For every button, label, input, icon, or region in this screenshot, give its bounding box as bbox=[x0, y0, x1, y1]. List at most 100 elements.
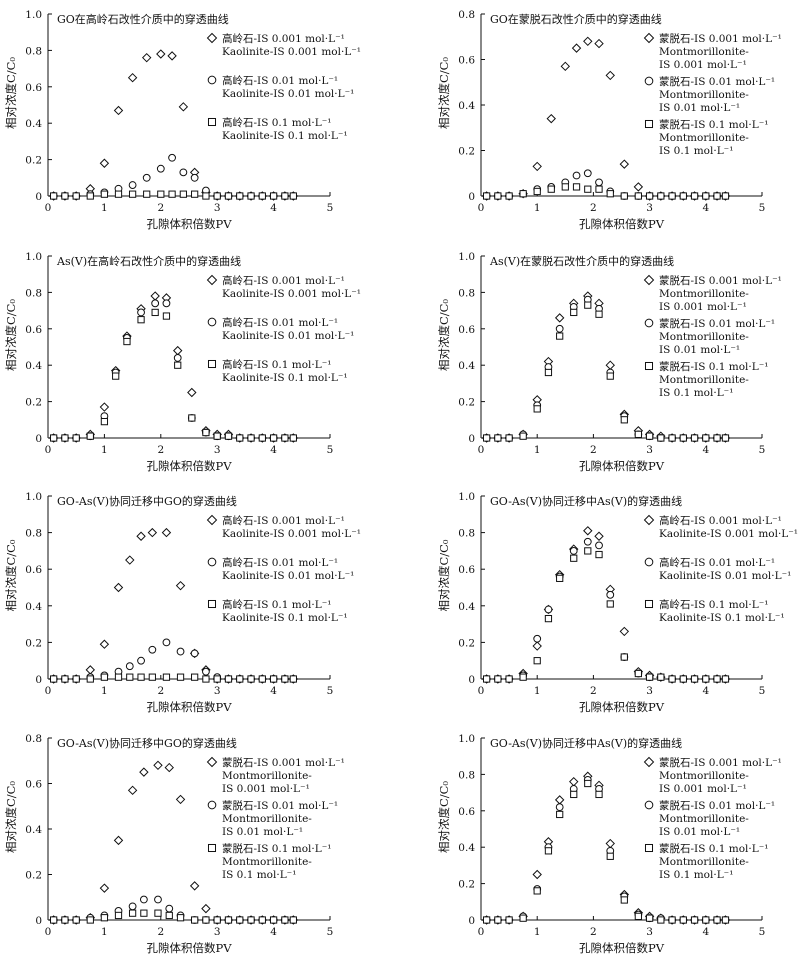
legend-entry-text: 高岭石-IS 0.01 mol·L⁻¹ bbox=[659, 556, 775, 569]
data-point bbox=[289, 675, 297, 683]
data-point bbox=[86, 916, 94, 924]
data-point bbox=[128, 181, 137, 189]
data-point bbox=[176, 673, 185, 681]
data-point bbox=[139, 895, 148, 904]
data-point bbox=[721, 916, 730, 924]
legend-marker-square bbox=[644, 119, 654, 129]
data-point bbox=[554, 313, 565, 323]
y-tick-label: 0.8 bbox=[25, 733, 42, 745]
data-point bbox=[519, 190, 527, 198]
data-point bbox=[668, 675, 676, 683]
y-tick-label: 0 bbox=[35, 433, 42, 445]
legend-entry-text: 高岭石-IS 0.01 mol·L⁻¹ bbox=[222, 74, 338, 87]
y-tick-label: 0.2 bbox=[25, 870, 42, 882]
legend-marker-circle bbox=[644, 800, 654, 810]
y-tick-label: 0.4 bbox=[25, 601, 42, 613]
data-point bbox=[72, 916, 80, 924]
series-square bbox=[483, 183, 730, 200]
legend-marker-circle bbox=[207, 75, 217, 85]
data-point bbox=[690, 192, 699, 200]
data-point bbox=[713, 675, 721, 683]
legend-marker-diamond bbox=[206, 756, 218, 768]
y-tick-label: 0.6 bbox=[458, 564, 475, 576]
data-point bbox=[157, 190, 165, 198]
data-point bbox=[494, 192, 502, 200]
x-tick-label: 2 bbox=[590, 444, 597, 456]
data-point bbox=[533, 887, 541, 895]
legend-entry-text: IS 0.1 mol·L⁻¹ bbox=[222, 869, 296, 881]
x-tick-label: 2 bbox=[157, 685, 164, 697]
x-tick-label: 4 bbox=[270, 444, 277, 456]
data-point bbox=[148, 645, 157, 654]
data-point bbox=[213, 675, 221, 683]
data-point bbox=[236, 192, 244, 200]
data-point bbox=[147, 527, 158, 538]
data-point bbox=[544, 847, 553, 855]
data-point bbox=[113, 105, 124, 116]
data-point bbox=[483, 434, 491, 442]
data-point bbox=[141, 52, 152, 63]
data-point bbox=[165, 911, 173, 920]
y-axis-label: 相对浓度C/C₀ bbox=[437, 781, 451, 853]
chart-panel-7: 0 1 2 3 4 5 0 0.2 0.4 0.6 0.8 GO-As(Ⅴ)协同迁移中GO的穿透曲线孔… bbox=[4, 733, 345, 955]
data-point bbox=[50, 916, 58, 924]
legend-entry-text: Kaolinite-IS 0.1 mol·L⁻¹ bbox=[222, 372, 348, 384]
data-point bbox=[606, 372, 614, 380]
legend-entry-text: 高岭石-IS 0.001 mol·L⁻¹ bbox=[659, 514, 782, 527]
data-point bbox=[533, 187, 541, 196]
legend-entry-text: Kaolinite-IS 0.01 mol·L⁻¹ bbox=[222, 88, 354, 100]
y-axis-label: 相对浓度C/C₀ bbox=[437, 57, 451, 129]
data-point bbox=[721, 434, 730, 442]
legend-entry-text: 高岭石-IS 0.01 mol·L⁻¹ bbox=[222, 556, 338, 569]
x-tick-label: 0 bbox=[45, 926, 52, 938]
y-axis-label: 相对浓度C/C₀ bbox=[4, 57, 18, 129]
data-point bbox=[128, 902, 137, 911]
data-point bbox=[619, 159, 630, 169]
data-point bbox=[657, 192, 665, 200]
legend-marker-circle bbox=[207, 800, 217, 810]
legend-marker-square bbox=[207, 359, 217, 369]
data-point bbox=[605, 360, 615, 370]
data-point bbox=[168, 190, 176, 198]
x-tick-label: 2 bbox=[590, 202, 597, 214]
data-point bbox=[679, 192, 687, 200]
x-tick-label: 4 bbox=[702, 685, 709, 697]
series-square bbox=[50, 673, 297, 683]
data-point bbox=[505, 916, 513, 924]
data-point bbox=[236, 675, 244, 683]
data-point bbox=[679, 916, 687, 924]
chart-panel-6: 0 1 2 3 4 5 0 0.2 0.4 0.6 0.8 1.0 GO-As(Ⅴ)协同迁移中As(Ⅴ)… bbox=[437, 491, 798, 714]
chart-title: GO-As(Ⅴ)协同迁移中GO的穿透曲线 bbox=[57, 736, 237, 750]
data-point bbox=[533, 405, 541, 413]
data-point bbox=[532, 641, 542, 651]
x-tick-label: 1 bbox=[101, 685, 108, 697]
data-point bbox=[188, 414, 196, 422]
data-point bbox=[176, 914, 185, 922]
x-tick-label: 5 bbox=[327, 685, 334, 697]
data-point bbox=[595, 541, 603, 550]
legend-entry-text: IS 0.1 mol·L⁻¹ bbox=[659, 869, 733, 881]
legend-entry-text: 蒙脱石-IS 0.1 mol·L⁻¹ bbox=[659, 842, 768, 855]
x-tick-label: 3 bbox=[214, 444, 221, 456]
chart-title: GO-As(Ⅴ)协同迁移中GO的穿透曲线 bbox=[57, 494, 237, 508]
legend-entry-text: Montmorillonite- bbox=[659, 132, 749, 144]
data-point bbox=[86, 192, 94, 200]
data-point bbox=[236, 434, 244, 442]
data-point bbox=[148, 673, 156, 681]
series-square bbox=[50, 308, 297, 442]
y-tick-label: 0.2 bbox=[458, 879, 475, 891]
data-point bbox=[247, 675, 255, 683]
legend-entry-text: Kaolinite-IS 0.001 mol·L⁻¹ bbox=[222, 288, 361, 300]
y-tick-label: 1.0 bbox=[458, 733, 475, 745]
y-tick-label: 0.2 bbox=[25, 637, 42, 649]
x-axis-label: 孔隙体积倍数PV bbox=[579, 217, 665, 231]
data-point bbox=[175, 580, 186, 591]
data-point bbox=[546, 113, 556, 124]
legend-entry-text: Kaolinite-IS 0.001 mol·L⁻¹ bbox=[222, 46, 361, 58]
data-point bbox=[533, 634, 542, 643]
data-point bbox=[645, 673, 654, 681]
data-point bbox=[150, 291, 160, 301]
data-point bbox=[137, 656, 145, 665]
y-tick-label: 0.6 bbox=[458, 55, 475, 67]
